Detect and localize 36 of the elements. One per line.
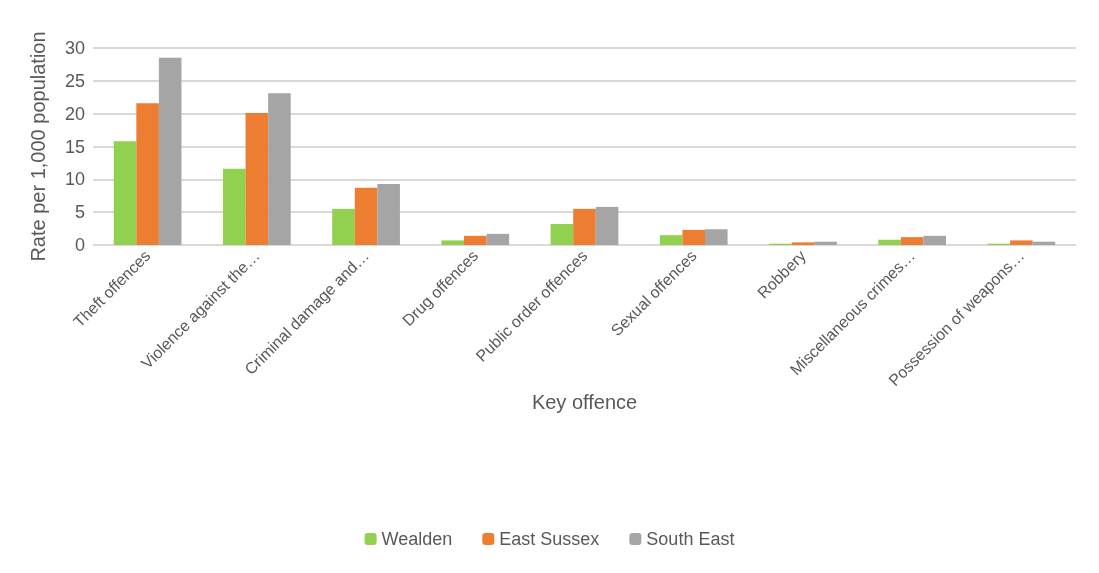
- bar: [900, 237, 924, 245]
- x-axis-title: Key offence: [531, 390, 638, 413]
- bar: [158, 57, 182, 245]
- bar: [268, 93, 291, 245]
- bar: [486, 233, 510, 245]
- bar: [595, 206, 619, 245]
- bar: [113, 141, 137, 245]
- bar: [682, 229, 706, 245]
- bar: [878, 239, 901, 245]
- bar: [573, 208, 596, 245]
- y-tick-label: 0: [74, 235, 85, 255]
- y-tick-label: 20: [64, 103, 85, 124]
- y-tick-label: 5: [74, 202, 85, 223]
- bar: [814, 241, 837, 245]
- bar: [659, 235, 683, 245]
- y-tick-label: 25: [64, 70, 85, 91]
- bar: [136, 103, 159, 245]
- bar: [791, 242, 815, 245]
- bar: [463, 235, 487, 245]
- y-tick-label: 15: [64, 136, 85, 157]
- bar: [332, 208, 355, 245]
- y-tick-label: 10: [64, 169, 85, 190]
- bar: [705, 229, 728, 245]
- bar: [377, 183, 400, 245]
- legend-label: Wealden: [381, 529, 453, 549]
- legend-label: South East: [646, 529, 735, 549]
- bar: [245, 113, 269, 245]
- bar: [550, 223, 574, 245]
- bar: [222, 168, 246, 245]
- bar: [923, 235, 947, 245]
- bar: [354, 187, 378, 245]
- bar: [441, 240, 464, 245]
- bar: [1010, 240, 1033, 245]
- legend-label: East Sussex: [499, 529, 600, 549]
- y-axis-title: Rate per 1,000 population: [27, 31, 49, 262]
- y-tick-label: 30: [64, 38, 85, 58]
